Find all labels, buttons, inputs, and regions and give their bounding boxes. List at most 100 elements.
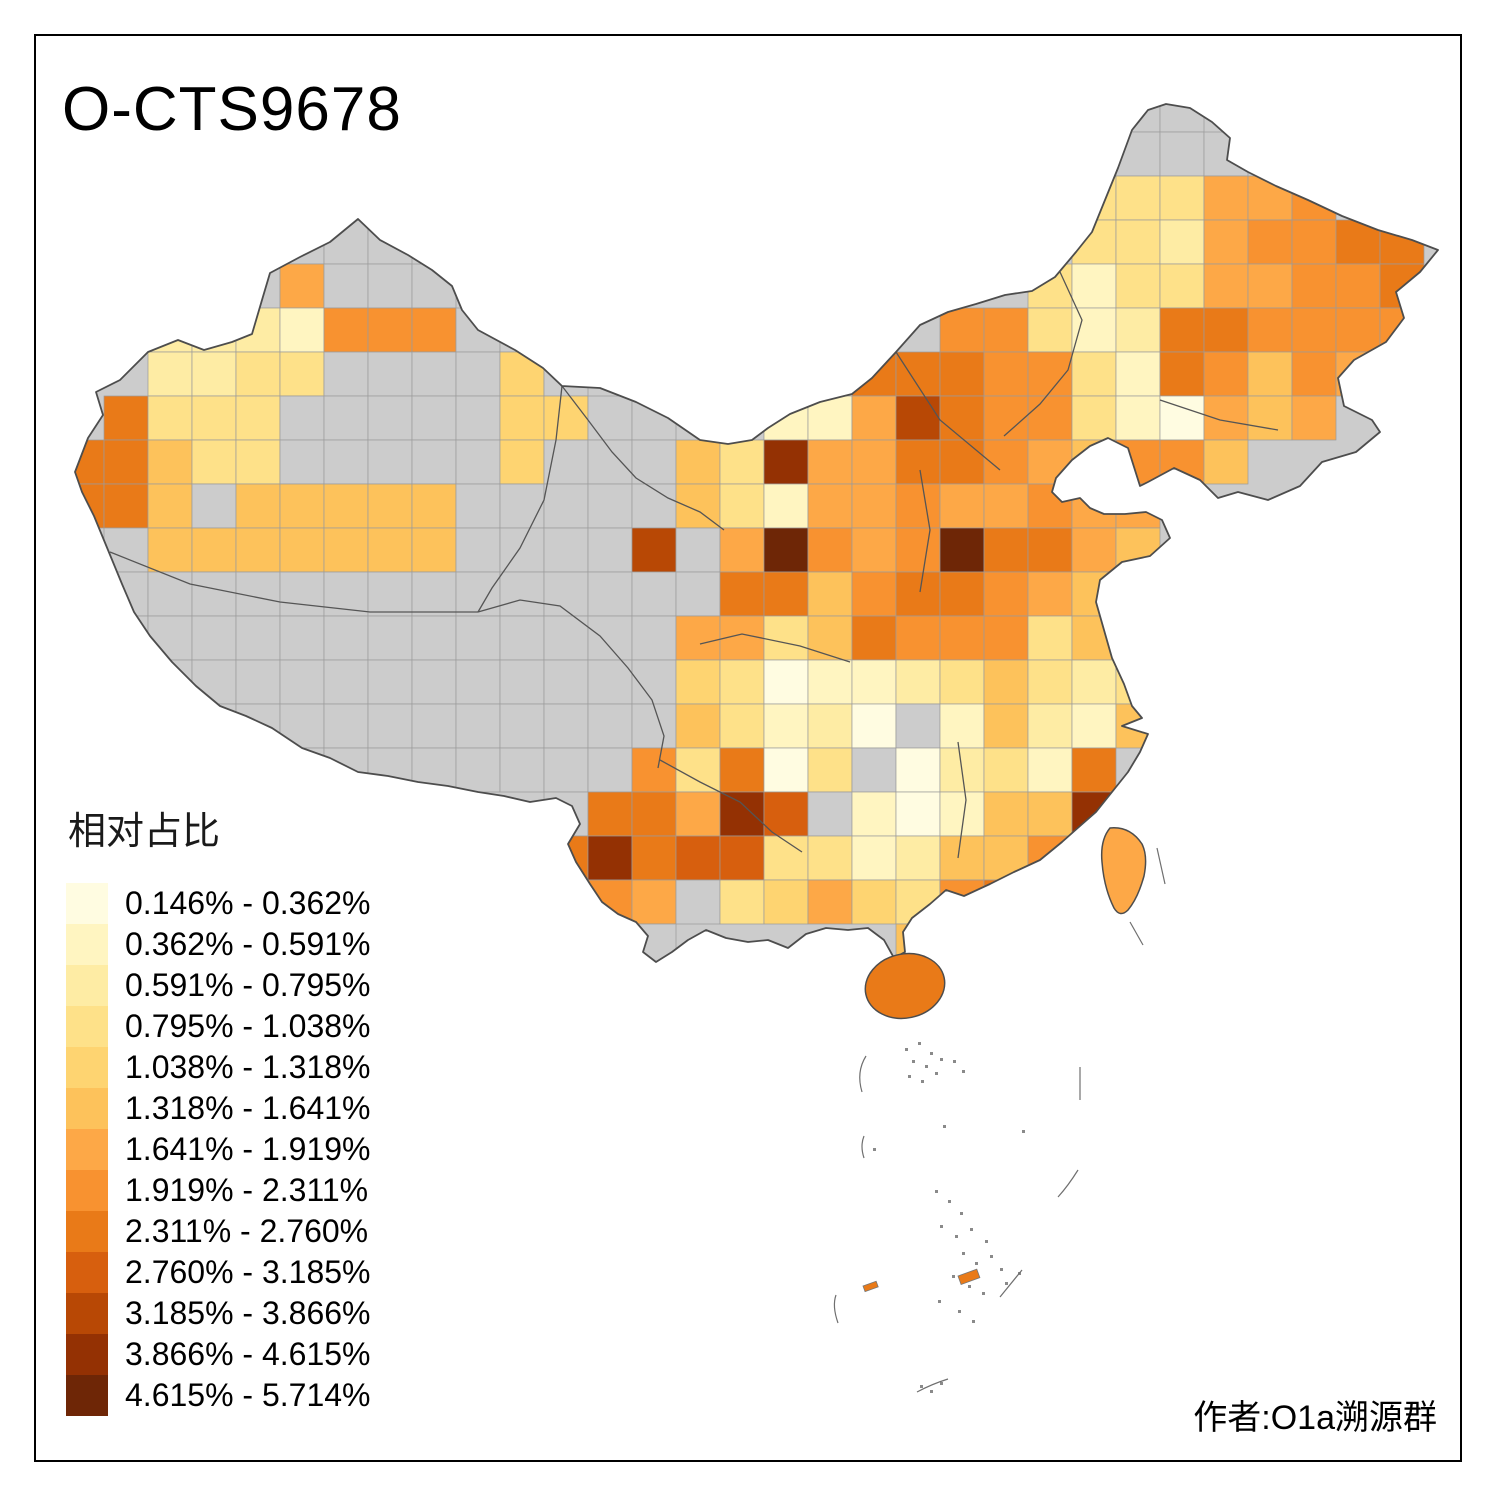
prefecture-cell [499, 351, 545, 397]
prefecture-cell [763, 879, 809, 925]
sea-islet [990, 1255, 993, 1258]
prefecture-cell [1159, 131, 1205, 177]
prefecture-cell [323, 439, 369, 485]
prefecture-cell [543, 527, 589, 573]
prefecture-cell [983, 791, 1029, 837]
prefecture-cell [1071, 659, 1117, 705]
legend-label: 0.795% - 1.038% [125, 1008, 371, 1044]
prefecture-cell [895, 527, 941, 573]
prefecture-cell [1291, 175, 1337, 221]
prefecture-cell [1071, 527, 1117, 573]
prefecture-cell [719, 747, 765, 793]
prefecture-cell [323, 263, 369, 309]
prefecture-cell [1159, 351, 1205, 397]
prefecture-cell [367, 351, 413, 397]
prefecture-cell [1203, 307, 1249, 353]
legend: 相对占比 0.146% - 0.362% 0.362% - 0.591% 0.591… [66, 800, 371, 1416]
prefecture-cell [1071, 351, 1117, 397]
legend-rows: 0.146% - 0.362% 0.362% - 0.591% 0.591% - 0… [66, 883, 371, 1416]
prefecture-cell [895, 351, 941, 397]
prefecture-cell [191, 571, 237, 617]
prefecture-cell [1291, 219, 1337, 265]
prefecture-cell [851, 527, 897, 573]
prefecture-cell [191, 659, 237, 705]
sea-islet [920, 1385, 923, 1388]
prefecture-cell [323, 527, 369, 573]
prefecture-cell [895, 571, 941, 617]
prefecture-cell [675, 747, 721, 793]
prefecture-cell [1071, 571, 1117, 617]
prefecture-cell [1027, 571, 1073, 617]
prefecture-cell [499, 615, 545, 661]
prefecture-cell [235, 483, 281, 529]
prefecture-cell [631, 439, 677, 485]
legend-swatch [66, 924, 108, 965]
prefecture-cell [587, 439, 633, 485]
sea-boundary-line [1129, 921, 1144, 946]
sea-islet [940, 1058, 943, 1061]
prefecture-cell [455, 527, 501, 573]
legend-item: 4.615% - 5.714% [66, 1375, 371, 1416]
province-border [957, 741, 967, 859]
prefecture-cell [675, 791, 721, 837]
legend-item: 1.641% - 1.919% [66, 1129, 371, 1170]
prefecture-cell [763, 835, 809, 881]
prefecture-cell [499, 395, 545, 441]
prefecture-cell [323, 703, 369, 749]
sea-boundary-line [916, 1378, 949, 1393]
prefecture-cell [235, 439, 281, 485]
legend-swatch [66, 1293, 108, 1334]
prefecture-cell [895, 659, 941, 705]
legend-label: 1.318% - 1.641% [125, 1090, 371, 1126]
prefecture-cell [763, 747, 809, 793]
sea-boundary-line [859, 1055, 867, 1093]
sea-islet-colored [957, 1268, 981, 1285]
legend-item: 1.919% - 2.311% [66, 1170, 371, 1211]
prefecture-cell [235, 615, 281, 661]
prefecture-cell [719, 879, 765, 925]
sea-boundary-line [1057, 1169, 1079, 1198]
prefecture-cell [895, 747, 941, 793]
prefecture-cell [807, 395, 853, 441]
prefecture-cell [983, 703, 1029, 749]
prefecture-cell [587, 659, 633, 705]
prefecture-cell [1071, 747, 1117, 793]
prefecture-cell [147, 615, 193, 661]
prefecture-cell [1071, 703, 1117, 749]
prefecture-cell [983, 527, 1029, 573]
prefecture-cell [191, 439, 237, 485]
prefecture-cell [1203, 439, 1249, 485]
prefecture-cell [543, 571, 589, 617]
prefecture-cell [323, 351, 369, 397]
prefecture-cell [1027, 835, 1073, 881]
prefecture-cell [455, 703, 501, 749]
sea-islet-colored [862, 1280, 879, 1293]
prefecture-cell [411, 351, 457, 397]
legend-label: 2.311% - 2.760% [125, 1213, 369, 1249]
sea-boundary-line [999, 1269, 1023, 1298]
prefecture-cell [1291, 395, 1337, 441]
prefecture-cell [279, 439, 325, 485]
prefecture-cell [367, 571, 413, 617]
sea-islet [905, 1048, 908, 1051]
sea-islet [952, 1275, 955, 1278]
prefecture-cell [851, 791, 897, 837]
prefecture-cell [411, 527, 457, 573]
prefecture-cell [367, 219, 413, 265]
prefecture-cell [455, 747, 501, 793]
prefecture-cell [939, 439, 985, 485]
prefecture-cell [1203, 219, 1249, 265]
prefecture-cell [1335, 263, 1381, 309]
legend-swatch [66, 1375, 108, 1416]
prefecture-cell [323, 615, 369, 661]
sea-islet [948, 1200, 951, 1203]
prefecture-cell [983, 307, 1029, 353]
prefecture-cell [1247, 219, 1293, 265]
prefecture-cell [235, 527, 281, 573]
prefecture-cell [1115, 483, 1161, 529]
legend-item: 0.795% - 1.038% [66, 1006, 371, 1047]
prefecture-cell [191, 307, 237, 353]
legend-swatch [66, 1170, 108, 1211]
prefecture-cell [1335, 219, 1381, 265]
province-border [1159, 399, 1279, 431]
